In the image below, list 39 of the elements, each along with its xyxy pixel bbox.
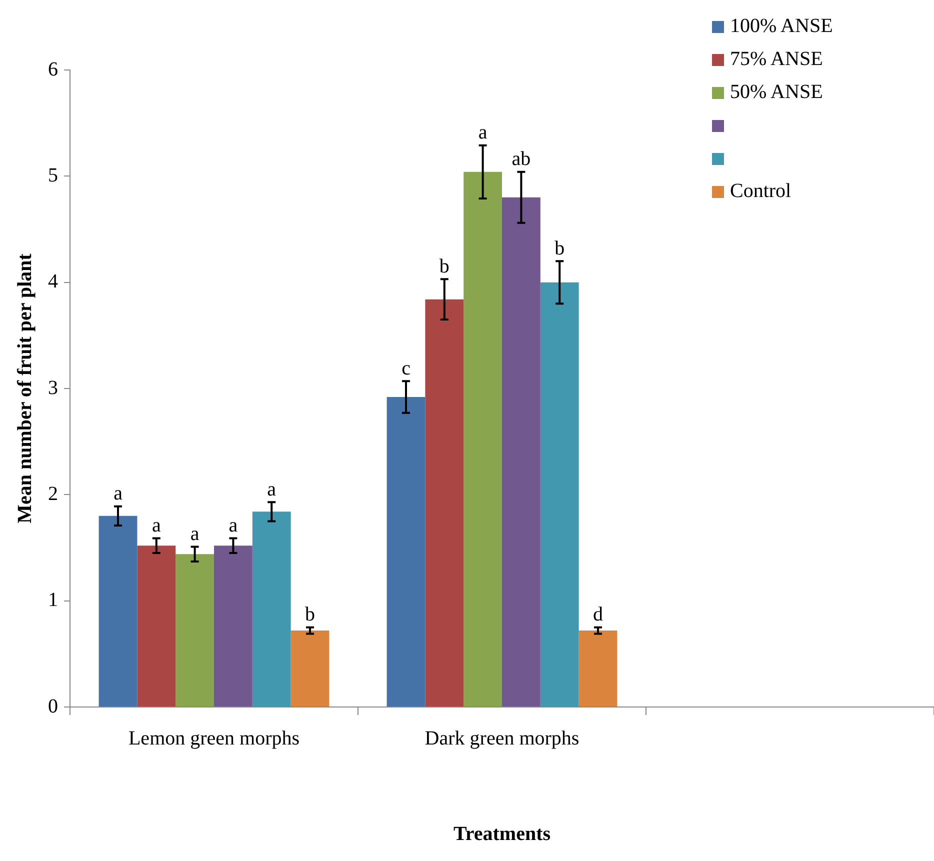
bar xyxy=(176,554,214,706)
bar xyxy=(464,172,502,706)
annotation: a xyxy=(267,478,276,500)
annotation: a xyxy=(228,514,238,536)
x-tick-label: Lemon green morphs xyxy=(128,727,300,750)
y-tick-label: 3 xyxy=(48,376,58,399)
bar xyxy=(386,396,426,706)
legend-label: Control xyxy=(730,180,792,203)
y-axis-title: Mean number of fruit per plant xyxy=(14,253,36,524)
y-tick-label: 1 xyxy=(48,589,58,612)
annotation: b xyxy=(305,604,315,626)
y-tick-label: 6 xyxy=(48,58,58,80)
bar xyxy=(540,282,579,706)
y-tick-label: 2 xyxy=(48,482,58,505)
legend-label: 100% ANSE xyxy=(730,15,833,38)
bar xyxy=(214,546,252,706)
bar xyxy=(425,299,464,706)
bar xyxy=(578,630,618,706)
annotation: a xyxy=(152,514,161,536)
annotation: b xyxy=(439,255,450,278)
annotation: a xyxy=(190,522,200,545)
x-tick-label: Dark green morphs xyxy=(424,727,580,750)
y-tick-label: 0 xyxy=(48,695,58,718)
legend-label: 75% ANSE xyxy=(730,48,823,71)
bar xyxy=(98,516,138,706)
bar xyxy=(502,197,540,706)
y-tick-label: 5 xyxy=(48,164,58,186)
legend-label: 50% ANSE xyxy=(730,81,823,104)
bar xyxy=(252,512,291,706)
annotation: a xyxy=(114,482,123,505)
bar xyxy=(290,630,330,706)
x-axis-title: Treatments xyxy=(453,823,551,846)
annotation: d xyxy=(593,604,603,626)
annotation: c xyxy=(402,357,411,380)
y-tick-label: 4 xyxy=(48,270,58,293)
bar xyxy=(137,546,176,706)
annotation: a xyxy=(478,122,488,144)
annotation: b xyxy=(554,237,565,260)
annotation: ab xyxy=(512,148,531,170)
